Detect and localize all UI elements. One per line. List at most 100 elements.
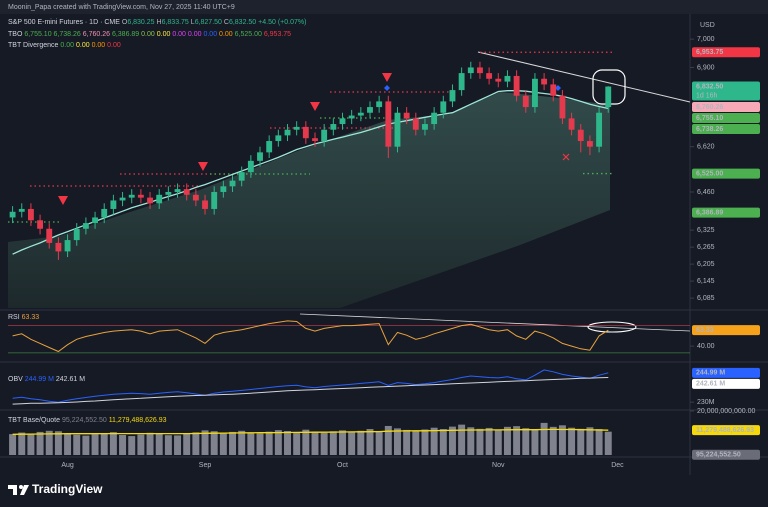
candle-body — [550, 84, 557, 96]
bar — [45, 430, 53, 455]
candle-body — [513, 75, 520, 96]
bar — [421, 429, 429, 455]
bar — [265, 431, 273, 455]
bar — [558, 425, 566, 455]
bar — [27, 433, 35, 455]
diamond-marker — [384, 85, 390, 91]
price-tag-label: 6,738.26 — [696, 126, 723, 133]
bar — [183, 433, 191, 455]
price-tag-label: 242.61 M — [696, 381, 725, 388]
candle-body — [183, 189, 190, 195]
candle-body — [293, 126, 300, 130]
y-tick-label: 40.00 — [697, 343, 715, 350]
price-tag — [692, 123, 760, 134]
indicator-value: 6,386.89 — [112, 31, 139, 38]
candle-body — [522, 95, 529, 108]
ohlc-value: 6,827.50 — [195, 19, 222, 26]
candle-body — [266, 141, 273, 153]
indicator-name: TBO — [8, 31, 23, 38]
candle-body — [422, 124, 428, 130]
ohlc-value: 6,833.75 — [162, 19, 189, 26]
candle-body — [330, 124, 337, 130]
bar — [311, 431, 319, 455]
currency: USD — [700, 22, 715, 29]
ohlc-key: H — [157, 19, 162, 26]
candle-body — [247, 160, 254, 173]
candle-body — [467, 67, 474, 74]
candle-body — [238, 172, 245, 181]
sell-marker — [382, 73, 392, 82]
price-tag — [692, 378, 760, 389]
candle-body — [147, 197, 153, 204]
indicator-value: 0.00 — [60, 42, 74, 49]
candle-body — [46, 228, 53, 243]
candle-body — [568, 118, 575, 130]
bar — [201, 430, 209, 455]
price-tag-label: 6,760.26 — [696, 104, 723, 111]
y-tick-label: 6,205 — [697, 261, 715, 268]
rsi-trendline — [299, 313, 691, 332]
y-tick-label: 6,085 — [697, 295, 715, 302]
indicator-value: 0.00 — [203, 31, 217, 38]
bar — [146, 432, 154, 455]
candle-body — [596, 112, 603, 147]
candle-body — [27, 208, 34, 221]
legend: S&P 500 E-mini Futures · 1D · CME O6,830… — [8, 19, 306, 26]
logo-mark — [20, 485, 29, 495]
x-tick-label: Sep — [199, 462, 212, 469]
bar — [348, 431, 356, 455]
candle-body — [137, 194, 144, 198]
bar — [219, 433, 227, 455]
indicator-value: 0.00 — [219, 31, 233, 38]
candle-body — [229, 180, 236, 187]
candle-body — [367, 107, 373, 113]
bar — [284, 431, 291, 455]
legend: TBT Divergence 0.00 0.00 0.00 0.00 — [8, 42, 121, 49]
bar — [210, 431, 218, 455]
bar — [293, 432, 301, 455]
bar — [513, 426, 521, 455]
bar — [503, 426, 511, 455]
indicator-value: 242.61 M — [56, 376, 85, 383]
bar — [439, 429, 447, 455]
candle-body — [339, 118, 346, 125]
series-line — [12, 90, 609, 255]
brand: TradingView — [32, 482, 103, 496]
bar — [403, 429, 411, 455]
ohlc-value: 6,830.25 — [127, 19, 154, 26]
footer — [0, 476, 768, 507]
indicator-value: 6,738.26 — [54, 31, 81, 38]
candle-body — [55, 242, 62, 252]
bar — [164, 435, 172, 455]
candle-body — [211, 191, 218, 209]
bar — [18, 432, 26, 455]
candle-body — [275, 135, 282, 142]
price-tag — [692, 449, 760, 460]
x-tick-label: Aug — [61, 462, 74, 469]
indicator-value: 95,224,552.50 — [62, 417, 107, 424]
credit-bar — [0, 0, 768, 14]
bar — [458, 424, 466, 455]
indicator-value: 0.00 — [157, 31, 171, 38]
bar — [384, 425, 392, 455]
price-tag — [692, 207, 760, 218]
y-tick-label: 20,000,000,000.00 — [697, 408, 755, 415]
candle-body — [312, 138, 318, 142]
candle-body — [495, 78, 502, 82]
price-tag-label: 244.99 M — [696, 370, 725, 377]
indicator-name: RSI — [8, 314, 20, 321]
bar — [540, 422, 548, 455]
indicator-value: 0.00 — [172, 31, 186, 38]
sell-marker — [58, 196, 68, 205]
candle-body — [18, 208, 25, 212]
bar — [302, 429, 310, 455]
indicator-name: TBT Divergence — [8, 42, 59, 49]
sell-markers — [58, 73, 392, 205]
ohlc-key: O — [122, 19, 128, 26]
bar — [128, 436, 136, 455]
y-tick-label: 6,900 — [697, 64, 715, 71]
bar — [595, 429, 603, 455]
candle-body — [385, 101, 392, 147]
candle-body — [37, 220, 44, 229]
bar — [485, 427, 493, 455]
